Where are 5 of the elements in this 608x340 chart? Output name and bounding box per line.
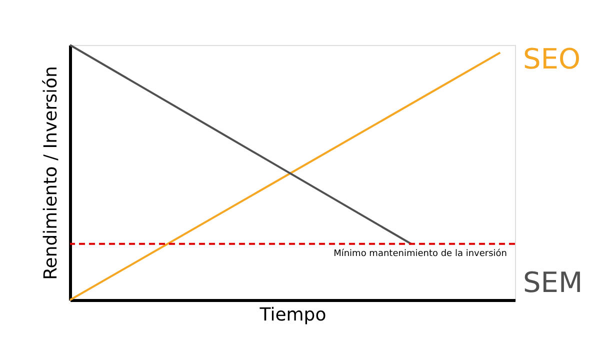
y-axis-title: Rendimiento / Inversión [40, 66, 62, 280]
series-label: SEO [523, 42, 581, 76]
text: SEM [523, 266, 583, 299]
ref-line-label: Mínimo mantenimiento de la inversión [334, 248, 507, 259]
x-axis-title: Tiempo [258, 304, 326, 326]
